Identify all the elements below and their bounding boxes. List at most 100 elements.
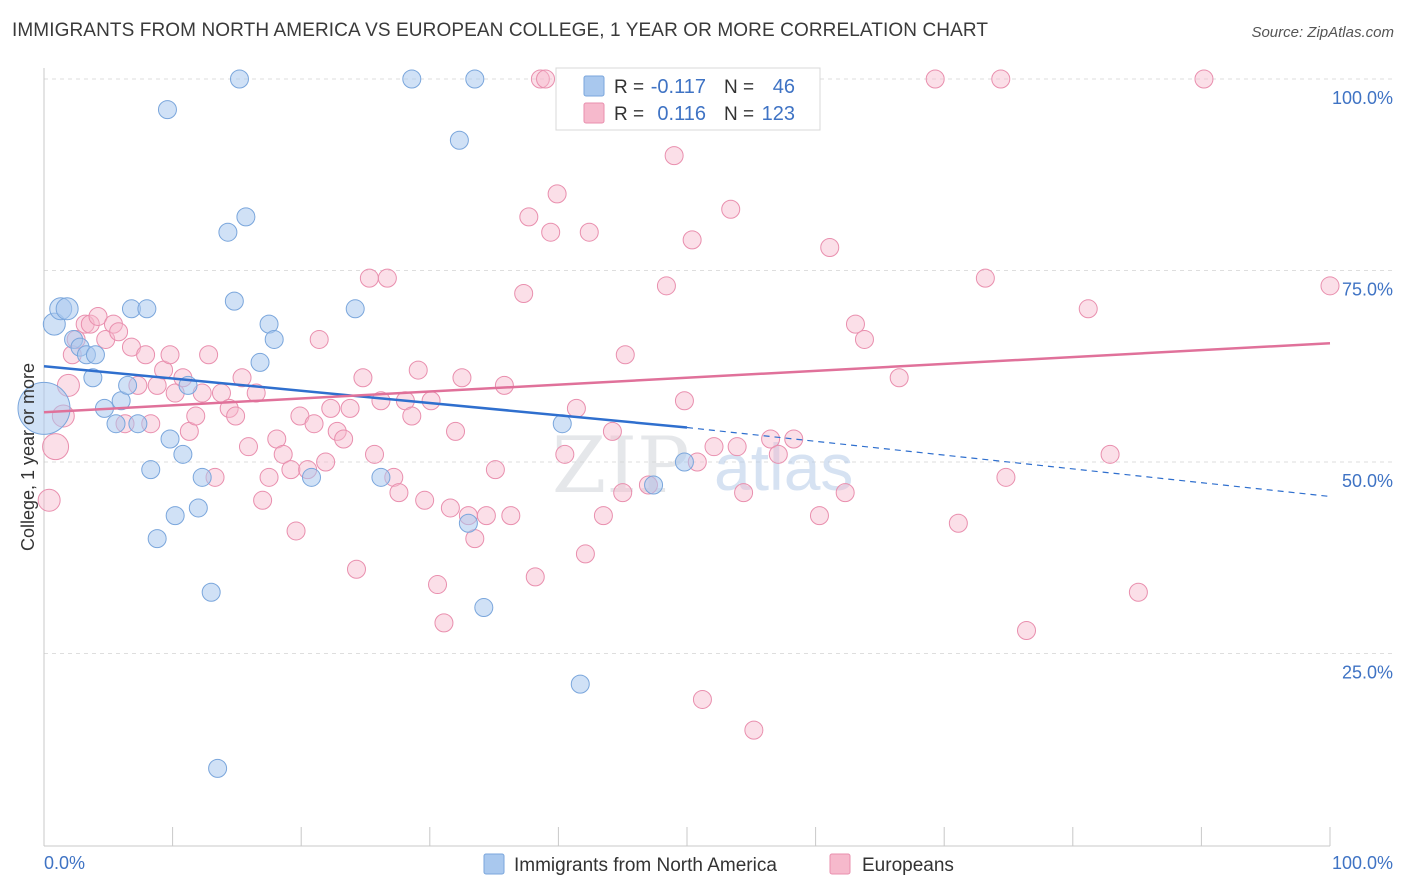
pink-n-label: N = (724, 104, 754, 125)
immigrants-points (17, 69, 694, 778)
europeans-point-112 (991, 69, 1011, 89)
europeans-point-82 (579, 222, 599, 242)
europeans-point-55 (389, 483, 409, 503)
europeans-point-103 (809, 506, 829, 526)
europeans-point-97 (727, 437, 747, 457)
europeans-trend-line (43, 342, 1331, 414)
legend-label-europeans: Europeans (862, 855, 954, 876)
immigrants-point-26 (208, 758, 228, 778)
y-axis-title: College, 1 year or more (18, 363, 38, 551)
europeans-point-48 (346, 559, 366, 579)
immigrants-point-29 (229, 69, 249, 89)
europeans-point-59 (415, 490, 435, 510)
europeans-point-79 (555, 444, 575, 464)
immigrants-point-14 (128, 414, 148, 434)
immigrants-point-31 (250, 352, 270, 372)
legend-label-immigrants: Immigrants from North America (514, 855, 777, 876)
europeans-point-105 (835, 483, 855, 503)
europeans-point-52 (371, 391, 391, 411)
europeans-point-119 (1320, 276, 1340, 296)
europeans-point-77 (541, 222, 561, 242)
europeans-point-29 (226, 406, 246, 426)
europeans-point-90 (674, 391, 694, 411)
europeans-point-60 (421, 391, 441, 411)
europeans-point-46 (334, 429, 354, 449)
europeans-point-84 (602, 421, 622, 441)
chart-title: IMMIGRANTS FROM NORTH AMERICA VS EUROPEA… (12, 20, 989, 41)
immigrants-point-24 (192, 467, 212, 487)
blue-n-label: N = (724, 77, 754, 98)
immigrants-point-37 (402, 69, 422, 89)
immigrants-point-41 (474, 598, 494, 618)
europeans-point-76 (536, 69, 556, 89)
europeans-point-80 (566, 398, 586, 418)
legend-swatch-immigrants (483, 853, 505, 875)
europeans-point-96 (721, 199, 741, 219)
source-credit: Source: ZipAtlas.com (1251, 24, 1394, 41)
stats-legend: R = -0.117 N = 46 R = 0.116 N = 123 (555, 67, 821, 131)
immigrants-point-18 (157, 100, 177, 120)
europeans-point-42 (309, 329, 329, 349)
europeans-point-15 (136, 345, 156, 365)
europeans-point-104 (820, 238, 840, 258)
immigrants-point-33 (264, 329, 284, 349)
europeans-point-50 (359, 268, 379, 288)
europeans-point-72 (514, 283, 534, 303)
immigrants-trend-line (43, 365, 688, 429)
europeans-point-62 (434, 613, 454, 633)
europeans-points (37, 69, 1340, 740)
europeans-point-106 (845, 314, 865, 334)
immigrants-point-12 (118, 375, 138, 395)
europeans-point-45 (327, 421, 347, 441)
europeans-point-108 (889, 368, 909, 388)
europeans-point-110 (948, 513, 968, 533)
europeans-point-115 (1078, 299, 1098, 319)
immigrants-point-40 (458, 513, 478, 533)
immigrants-point-34 (301, 467, 321, 487)
immigrants-point-30 (236, 207, 256, 227)
europeans-point-61 (428, 575, 448, 595)
immigrants-point-25 (201, 582, 221, 602)
immigrants-point-20 (165, 506, 185, 526)
immigrants-point-19 (160, 429, 180, 449)
europeans-point-91 (682, 230, 702, 250)
europeans-point-65 (452, 368, 472, 388)
europeans-point-78 (547, 184, 567, 204)
europeans-point-71 (501, 506, 521, 526)
immigrants-point-36 (371, 467, 391, 487)
immigrants-point-8 (83, 368, 103, 388)
europeans-point-86 (615, 345, 635, 365)
europeans-point-63 (440, 498, 460, 518)
europeans-point-73 (519, 207, 539, 227)
blue-swatch (583, 75, 605, 97)
europeans-point-51 (365, 444, 385, 464)
europeans-point-101 (768, 444, 788, 464)
europeans-point-58 (408, 360, 428, 380)
europeans-point-70 (494, 375, 514, 395)
europeans-point-38 (286, 521, 306, 541)
europeans-point-64 (446, 421, 466, 441)
immigrants-point-43 (570, 674, 590, 694)
europeans-point-114 (1017, 621, 1037, 641)
europeans-point-102 (784, 429, 804, 449)
immigrants-point-15 (137, 299, 157, 319)
immigrants-point-10 (106, 414, 126, 434)
europeans-point-33 (253, 490, 273, 510)
europeans-point-75 (530, 69, 550, 89)
europeans-point-69 (485, 460, 505, 480)
y-tick-labels: 100.0% 75.0% 50.0% 25.0% (1332, 88, 1393, 683)
europeans-point-74 (525, 567, 545, 587)
europeans-point-100 (761, 429, 781, 449)
europeans-point-30 (232, 368, 252, 388)
y-tick-label-25: 25.0% (1342, 663, 1393, 683)
legend-swatch-europeans (829, 853, 851, 875)
europeans-point-88 (656, 276, 676, 296)
europeans-point-53 (377, 268, 397, 288)
y-tick-label-100: 100.0% (1332, 88, 1393, 108)
x-axis-ticks (43, 827, 1331, 846)
immigrants-point-16 (141, 460, 161, 480)
europeans-point-34 (259, 467, 279, 487)
pink-r-label: R = (614, 104, 644, 125)
immigrants-point-39 (465, 69, 485, 89)
